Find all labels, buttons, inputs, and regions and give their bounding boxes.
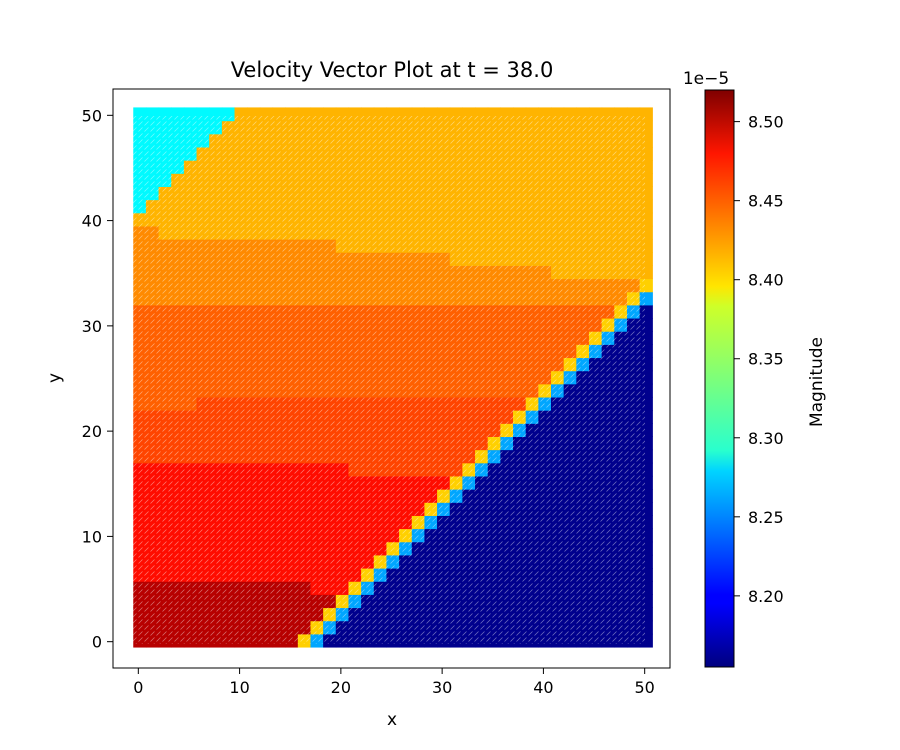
colorbar	[704, 89, 735, 668]
x-tick-label: 20	[331, 678, 351, 697]
x-tick-label: 10	[229, 678, 249, 697]
x-tick-label: 40	[533, 678, 553, 697]
y-tick-label: 20	[82, 422, 102, 441]
x-tick-label: 30	[432, 678, 452, 697]
colorbar-tick-label: 8.35	[748, 350, 784, 369]
x-axis-ticks: 0 10 20 30 40 50	[133, 668, 655, 697]
chart-title: Velocity Vector Plot at t = 38.0	[231, 58, 554, 82]
colorbar-tick-label: 8.50	[748, 113, 784, 132]
colorbar-tick-label: 8.45	[748, 192, 784, 211]
y-tick-label: 0	[92, 633, 102, 652]
colorbar-label: Magnitude	[807, 337, 827, 427]
colorbar-tick-label: 8.30	[748, 429, 784, 448]
y-axis-ticks: 0 10 20 30 40 50	[82, 106, 113, 652]
colorbar-ticks: 8.20 8.25 8.30 8.35 8.40 8.45 8.50	[734, 113, 784, 606]
x-tick-label: 0	[133, 678, 143, 697]
colorbar-tick-label: 8.40	[748, 271, 784, 290]
y-tick-label: 10	[82, 527, 102, 546]
y-tick-label: 50	[82, 106, 102, 125]
plot-frame	[112, 88, 671, 669]
x-tick-label: 50	[635, 678, 655, 697]
y-axis-label: y	[45, 373, 65, 383]
y-tick-label: 30	[82, 317, 102, 336]
colorbar-offset-text: 1e−5	[683, 69, 729, 89]
colorbar-tick-label: 8.20	[748, 587, 784, 606]
x-axis-label: x	[387, 710, 397, 730]
arrow-texture-overlay	[131, 116, 645, 644]
y-tick-label: 40	[82, 212, 102, 231]
colorbar-tick-label: 8.25	[748, 508, 784, 527]
